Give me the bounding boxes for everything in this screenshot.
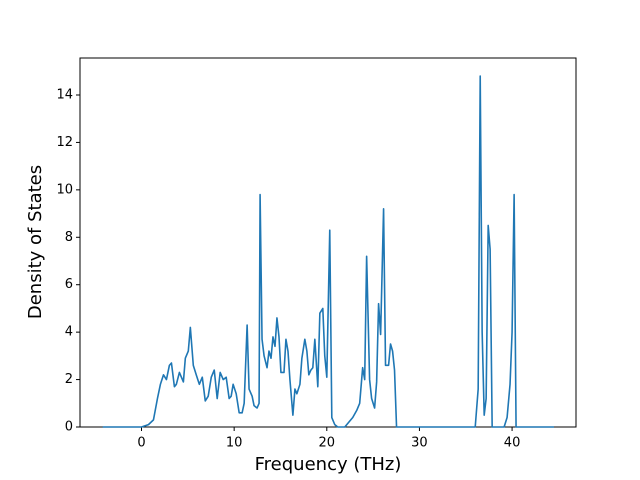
x-tick-label: 20 [319,436,336,451]
y-tick-label: 10 [56,182,73,197]
y-tick-label: 14 [56,87,73,102]
x-tick-label: 40 [504,436,521,451]
y-axis-label: Density of States [25,165,46,319]
x-tick-label: 30 [411,436,428,451]
line [102,75,554,428]
y-tick-label: 12 [56,135,73,150]
y-tick-label: 0 [65,420,73,435]
x-tick-label: 10 [226,436,243,451]
axes-frame [79,57,577,428]
y-tick-label: 6 [65,277,73,292]
y-tick-label: 2 [65,372,73,387]
y-tick-label: 4 [65,325,73,340]
y-tick-label: 8 [65,230,73,245]
x-tick-label: 0 [137,436,145,451]
x-axis-label: Frequency (THz) [255,454,402,475]
